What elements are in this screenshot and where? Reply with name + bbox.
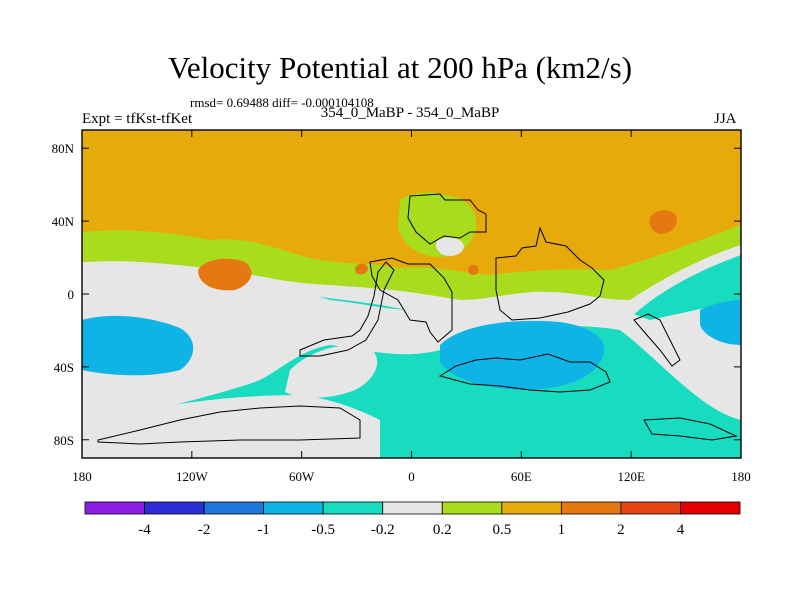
coast-antarctica: [97, 405, 361, 445]
colorbar-swatch: [382, 501, 443, 515]
strong-negative-east: [700, 300, 741, 345]
coast-europe: [407, 193, 487, 245]
coastlines: [97, 193, 738, 445]
y-tick-label: 40S: [54, 360, 74, 375]
x-tick-label: 0: [408, 469, 415, 484]
coast-south-america: [299, 261, 395, 357]
colorbar-swatch: [441, 501, 503, 515]
coast-antarctica-east: [643, 417, 738, 441]
experiment-label: Expt = tfKst-tfKet: [82, 111, 193, 127]
positive-max-small-1: [355, 263, 368, 275]
coast-asia: [495, 226, 605, 321]
coast-new-zealand: [633, 313, 681, 367]
colorbar-swatch: [144, 501, 205, 515]
colorbar-swatch: [680, 501, 741, 515]
colorbar-label: -1: [257, 522, 270, 538]
colorbar-label: 1: [558, 522, 566, 538]
colorbar-swatch: [501, 501, 562, 515]
colorbar-label: -2: [198, 522, 211, 538]
colorbar-swatch: [620, 501, 681, 515]
colorbar-label: 0.5: [492, 522, 511, 538]
colorbar-swatch: [203, 501, 265, 515]
stats-text: rmsd= 0.69488 diff= -0.000104108: [190, 95, 374, 110]
y-axis-ticks: 80N 40N 0 40S 80S: [52, 141, 741, 448]
colorbar-swatch: [322, 501, 384, 515]
x-tick-label: 120E: [617, 469, 645, 484]
contour-field: [82, 130, 741, 458]
colorbar-label: -0.5: [311, 522, 335, 538]
colorbar-swatch: [560, 501, 622, 515]
y-tick-label: 0: [68, 287, 75, 302]
coast-australia: [438, 353, 611, 393]
colorbar-label: -4: [138, 522, 151, 538]
white-patch-mediterranean: [436, 237, 464, 256]
x-tick-label: 120W: [176, 469, 209, 484]
southern-weak-negative-2: [82, 395, 380, 458]
case-label: 354_0_MaBP - 354_0_MaBP: [320, 105, 500, 121]
positive-max-pacific: [198, 258, 252, 291]
y-tick-label: 80N: [52, 141, 75, 156]
positive-max-east: [649, 210, 677, 234]
colorbar: -4 -2 -1 -0.5 -0.2 0.2 0.5 1 2 4: [84, 501, 741, 538]
colorbar-label: -0.2: [371, 522, 395, 538]
x-tick-label: 60E: [511, 469, 532, 484]
strong-negative-west: [82, 315, 194, 376]
colorbar-swatch: [263, 501, 324, 515]
strong-negative-indian: [440, 320, 605, 390]
colorbar-swatch: [84, 501, 145, 515]
season-label: JJA: [714, 111, 737, 127]
x-tick-label: 60W: [289, 469, 315, 484]
coast-africa: [369, 257, 453, 343]
x-axis-ticks: 180 120W 60W 0 60E 120E 180: [72, 130, 751, 484]
colorbar-label: 0.2: [433, 522, 452, 538]
subtropical-weak-positive: [82, 225, 741, 300]
chart-title: Velocity Potential at 200 hPa (km2/s): [167, 50, 633, 85]
colorbar-label: 2: [617, 522, 625, 538]
y-tick-label: 40N: [52, 214, 75, 229]
white-patch-south: [285, 345, 378, 398]
colorbar-label: 4: [677, 522, 685, 538]
x-tick-label: 180: [72, 469, 92, 484]
positive-max-small-2: [468, 264, 479, 275]
x-tick-label: 180: [731, 469, 751, 484]
y-tick-label: 80S: [54, 433, 74, 448]
